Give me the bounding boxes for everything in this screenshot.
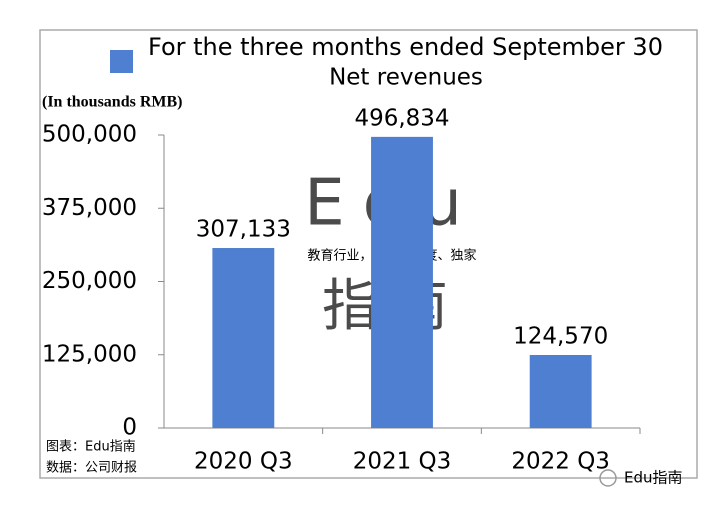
value-label: 307,133	[196, 217, 291, 243]
legend-swatch	[110, 50, 133, 73]
y-tick-label: 500,000	[42, 122, 137, 148]
value-label: 496,834	[354, 105, 449, 131]
bar	[529, 355, 592, 428]
footnote: 数据：公司财报	[46, 461, 137, 476]
y-tick-label: 0	[122, 415, 137, 441]
y-axis-label: (In thousands RMB)	[42, 94, 182, 111]
y-tick-label: 375,000	[42, 195, 137, 221]
bar	[212, 248, 275, 428]
y-tick-label: 125,000	[42, 341, 137, 367]
x-tick-label: 2022 Q3	[511, 449, 610, 475]
footnote: 图表：Edu指南	[46, 439, 136, 455]
x-tick-label: 2021 Q3	[353, 449, 452, 475]
watermark: Edu指南	[624, 469, 683, 487]
legend-label: For the three months ended September 30	[148, 33, 663, 61]
y-tick-label: 250,000	[42, 268, 137, 294]
value-label: 124,570	[513, 324, 608, 350]
x-tick-label: 2020 Q3	[194, 449, 293, 475]
chart-title: Net revenues	[329, 65, 483, 91]
bar	[371, 136, 433, 428]
wechat-icon	[599, 469, 617, 487]
